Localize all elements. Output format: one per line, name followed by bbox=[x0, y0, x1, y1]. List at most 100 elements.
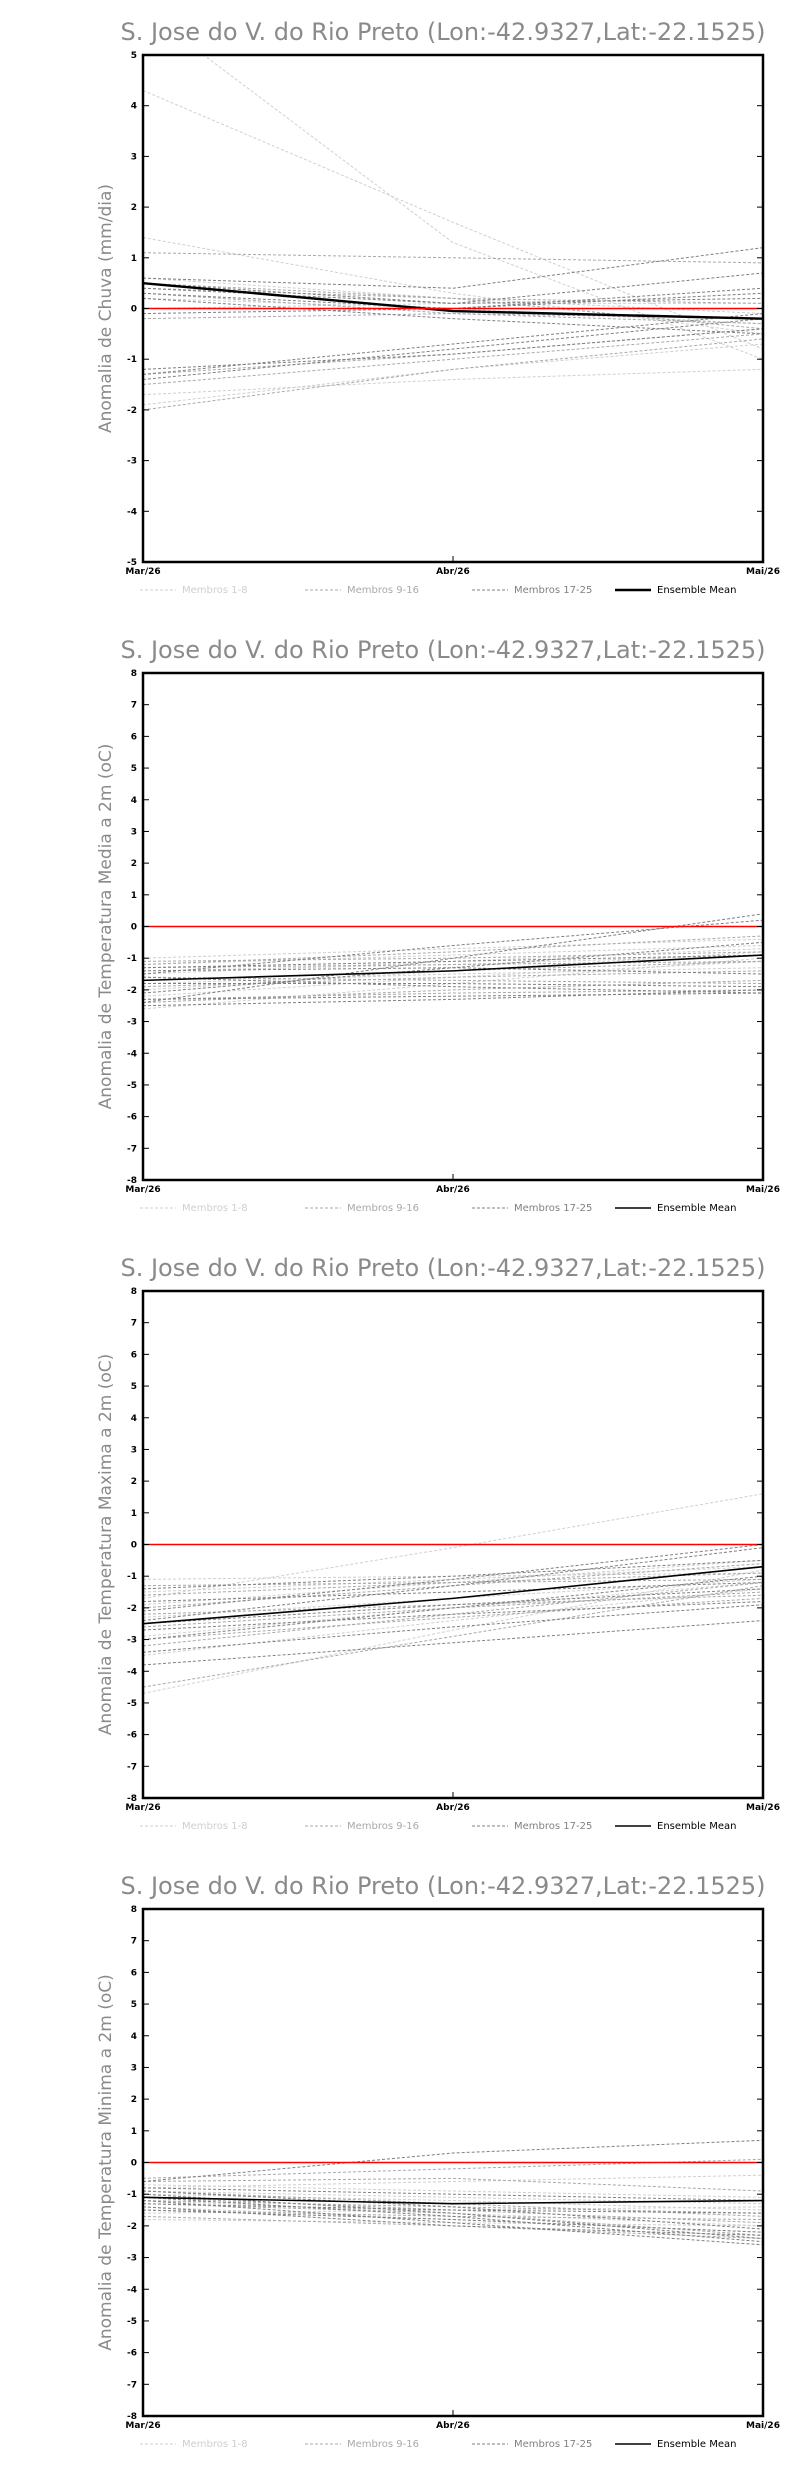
series-line-members-9-16 bbox=[143, 292, 763, 320]
series-line-members-17-25 bbox=[143, 2206, 763, 2236]
chart-panel-3: S. Jose do V. do Rio Preto (Lon:-42.9327… bbox=[96, 1254, 780, 1832]
y-tick-label: 8 bbox=[131, 669, 137, 679]
series-line-members-17-25 bbox=[143, 313, 763, 375]
legend-item-members-1-8: Membros 1-8 bbox=[140, 2439, 248, 2450]
y-tick-label: 0 bbox=[131, 2159, 137, 2169]
y-tick-label: 1 bbox=[131, 1509, 137, 1519]
y-tick-label: 4 bbox=[131, 1414, 137, 1424]
series-line-members-17-25 bbox=[143, 1544, 763, 1612]
series-line-members-1-8 bbox=[143, 945, 763, 966]
y-tick-label: -7 bbox=[127, 1144, 137, 1154]
x-tick-label: Mai/26 bbox=[746, 2421, 780, 2431]
y-tick-label: 4 bbox=[131, 2032, 137, 2042]
x-tick-label: Abr/26 bbox=[436, 2421, 470, 2431]
legend-item-ensemble-mean: Ensemble Mean bbox=[615, 1203, 736, 1214]
y-tick-label: 5 bbox=[131, 764, 137, 774]
series-line-members-17-25 bbox=[143, 2203, 763, 2214]
y-axis-label: Anomalia de Temperatura Minima a 2m (oC) bbox=[96, 1974, 116, 2351]
series-line-members-9-16 bbox=[143, 1572, 763, 1596]
series-line-members-17-25 bbox=[143, 318, 763, 380]
chart-title: S. Jose do V. do Rio Preto (Lon:-42.9327… bbox=[120, 636, 765, 664]
y-tick-label: 3 bbox=[131, 152, 137, 162]
series-group bbox=[143, 55, 763, 411]
y-tick-label: 8 bbox=[131, 1287, 137, 1297]
series-line-members-17-25 bbox=[143, 913, 763, 1004]
x-tick-label: Mar/26 bbox=[125, 1803, 160, 1813]
series-line-members-17-25 bbox=[143, 989, 763, 1007]
y-tick-label: 2 bbox=[131, 1477, 137, 1487]
legend-label: Membros 9-16 bbox=[347, 2439, 419, 2450]
y-axis-label: Anomalia de Temperatura Maxima a 2m (oC) bbox=[96, 1354, 116, 1736]
chart-title: S. Jose do V. do Rio Preto (Lon:-42.9327… bbox=[120, 18, 765, 46]
y-tick-label: 5 bbox=[131, 2000, 137, 2010]
y-tick-label: 7 bbox=[131, 1319, 137, 1329]
series-line-members-17-25 bbox=[143, 967, 763, 975]
legend-item-members-17-25: Membros 17-25 bbox=[472, 2439, 592, 2450]
y-tick-label: 1 bbox=[131, 891, 137, 901]
y-tick-label: -1 bbox=[127, 954, 137, 964]
legend-label: Ensemble Mean bbox=[657, 585, 736, 596]
legend-label: Membros 9-16 bbox=[347, 1203, 419, 1214]
y-tick-label: -3 bbox=[127, 1018, 137, 1028]
legend-label: Membros 1-8 bbox=[182, 1203, 248, 1214]
series-group bbox=[143, 1493, 763, 1694]
series-line-members-17-25 bbox=[143, 2196, 763, 2243]
series-line-members-9-16 bbox=[143, 1591, 763, 1628]
legend-item-ensemble-mean: Ensemble Mean bbox=[615, 2439, 736, 2450]
series-line-members-17-25 bbox=[143, 919, 763, 975]
legend-item-ensemble-mean: Ensemble Mean bbox=[615, 585, 736, 596]
y-tick-label: 1 bbox=[131, 254, 137, 264]
series-line-members-9-16 bbox=[143, 313, 763, 325]
chart-panel-4: S. Jose do V. do Rio Preto (Lon:-42.9327… bbox=[96, 1872, 780, 2450]
series-line-members-9-16 bbox=[143, 328, 763, 375]
series-line-ensemble-mean bbox=[143, 954, 763, 982]
series-line-members-1-8 bbox=[143, 343, 763, 406]
legend-label: Membros 9-16 bbox=[347, 1821, 419, 1832]
series-line-members-17-25 bbox=[143, 954, 763, 969]
series-line-members-17-25 bbox=[143, 2209, 763, 2233]
series-line-members-9-16 bbox=[143, 970, 763, 988]
series-group bbox=[143, 913, 763, 1010]
y-tick-label: 0 bbox=[131, 923, 137, 933]
y-tick-label: -2 bbox=[127, 986, 137, 996]
x-tick-label: Mai/26 bbox=[746, 567, 780, 577]
series-line-members-1-8 bbox=[143, 368, 763, 396]
y-tick-label: 2 bbox=[131, 859, 137, 869]
y-tick-label: -6 bbox=[127, 1113, 137, 1123]
y-tick-label: 4 bbox=[131, 796, 137, 806]
legend-item-members-9-16: Membros 9-16 bbox=[305, 1203, 419, 1214]
legend-label: Membros 1-8 bbox=[182, 2439, 248, 2450]
legend-item-members-9-16: Membros 9-16 bbox=[305, 1821, 419, 1832]
series-line-members-9-16 bbox=[143, 1585, 763, 1688]
series-line-members-9-16 bbox=[143, 252, 763, 264]
y-tick-label: -3 bbox=[127, 1636, 137, 1646]
legend-item-ensemble-mean: Ensemble Mean bbox=[615, 1821, 736, 1832]
series-line-members-17-25 bbox=[143, 2200, 763, 2246]
chart-title: S. Jose do V. do Rio Preto (Lon:-42.9327… bbox=[120, 1872, 765, 1900]
legend-item-members-9-16: Membros 9-16 bbox=[305, 2439, 419, 2450]
y-tick-label: 2 bbox=[131, 203, 137, 213]
series-line-members-17-25 bbox=[143, 1620, 763, 1666]
y-tick-label: -8 bbox=[127, 2412, 137, 2422]
series-line-members-17-25 bbox=[143, 2190, 763, 2230]
series-line-members-17-25 bbox=[143, 992, 763, 1000]
y-tick-label: -5 bbox=[127, 558, 137, 568]
legend-label: Membros 1-8 bbox=[182, 585, 248, 596]
legend-label: Membros 17-25 bbox=[514, 1203, 592, 1214]
series-line-members-1-8 bbox=[143, 967, 763, 985]
series-line-members-9-16 bbox=[143, 2177, 763, 2192]
series-line-ensemble-mean bbox=[143, 1565, 763, 1625]
legend-label: Ensemble Mean bbox=[657, 2439, 736, 2450]
legend-label: Membros 17-25 bbox=[514, 1821, 592, 1832]
y-tick-label: -7 bbox=[127, 1762, 137, 1772]
series-line-members-17-25 bbox=[143, 2187, 763, 2202]
series-group bbox=[143, 2139, 763, 2246]
y-tick-label: -5 bbox=[127, 1081, 137, 1091]
y-tick-label: 7 bbox=[131, 701, 137, 711]
series-line-members-17-25 bbox=[143, 282, 763, 304]
series-line-members-1-8 bbox=[143, 1588, 763, 1656]
series-line-members-1-8 bbox=[143, 90, 763, 350]
legend-label: Membros 17-25 bbox=[514, 2439, 592, 2450]
series-line-members-1-8 bbox=[143, 2174, 763, 2189]
